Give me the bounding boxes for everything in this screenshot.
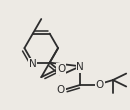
Text: N: N	[76, 62, 84, 72]
Text: N: N	[29, 59, 37, 69]
Text: O: O	[57, 64, 65, 74]
Text: O: O	[96, 80, 104, 90]
Text: O: O	[57, 85, 65, 95]
